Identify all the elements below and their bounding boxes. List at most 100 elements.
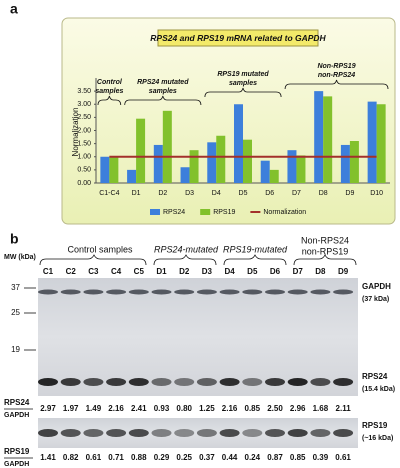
bar xyxy=(269,169,279,183)
band-rps19 xyxy=(174,429,195,437)
annotation-brace xyxy=(284,79,389,90)
bar xyxy=(180,167,190,183)
lane-label: D5 xyxy=(247,267,258,276)
band-gapdh xyxy=(333,289,354,295)
ratio-value: 0.85 xyxy=(245,404,261,413)
bar xyxy=(162,110,172,183)
ratio-value: 0.61 xyxy=(86,453,102,462)
band-rps19 xyxy=(265,429,285,437)
bar xyxy=(376,104,386,183)
y-tick-label: 3.50 xyxy=(77,88,91,95)
protein-label: RPS19 xyxy=(362,421,388,430)
band-rps24 xyxy=(265,378,285,386)
lane-label: C3 xyxy=(88,267,99,276)
band-rps19 xyxy=(287,429,308,437)
protein-label: GAPDH xyxy=(362,282,391,291)
group-label: RPS24-mutated xyxy=(154,244,219,254)
lane-label: D2 xyxy=(179,267,190,276)
ratio-value: 2.16 xyxy=(222,404,238,413)
ratio-value: 2.50 xyxy=(267,404,283,413)
x-tick-label: D6 xyxy=(265,190,274,197)
ratio-denominator: GAPDH xyxy=(4,461,29,468)
lane-label: D6 xyxy=(270,267,281,276)
lane-label: D4 xyxy=(224,267,235,276)
x-tick-label: D7 xyxy=(292,190,301,197)
mw-marker: 37 xyxy=(11,283,20,292)
ratio-value: 2.11 xyxy=(336,404,352,413)
band-gapdh xyxy=(196,289,217,295)
mw-label: MW (kDa) xyxy=(4,254,36,261)
x-tick-label: D10 xyxy=(370,190,383,197)
ratio-value: 0.85 xyxy=(290,453,306,462)
band-rps24 xyxy=(196,378,217,386)
band-rps19 xyxy=(242,429,263,437)
protein-label: RPS24 xyxy=(362,372,388,381)
band-gapdh xyxy=(60,289,81,295)
band-rps24 xyxy=(242,378,263,386)
protein-size: (~16 kDa) xyxy=(362,435,393,442)
ratio-value: 0.93 xyxy=(154,404,170,413)
ratio-value: 0.44 xyxy=(222,453,238,462)
bar xyxy=(216,135,226,183)
y-tick-label: 1.00 xyxy=(77,154,91,161)
band-rps19 xyxy=(196,429,217,437)
x-tick-label: C1-C4 xyxy=(99,190,119,197)
bar xyxy=(109,156,119,183)
bar xyxy=(127,169,137,183)
band-rps24 xyxy=(38,378,58,386)
lane-label: D9 xyxy=(338,267,349,276)
ratio-value: 2.96 xyxy=(290,404,306,413)
annotation-brace xyxy=(204,87,282,98)
title-box xyxy=(157,29,319,47)
band-rps24 xyxy=(219,378,240,386)
ratio-value: 0.80 xyxy=(176,404,192,413)
bar xyxy=(153,144,163,183)
annotation: Control xyxy=(97,79,123,86)
legend-swatch xyxy=(150,209,160,215)
annotation: RPS19 mutated xyxy=(217,71,269,78)
group-label: Non-RPS24 xyxy=(301,235,349,245)
mw-marker: 19 xyxy=(11,345,20,354)
band-rps24 xyxy=(83,378,104,386)
band-rps24 xyxy=(174,378,195,386)
ratio-value: 1.68 xyxy=(313,404,329,413)
bar xyxy=(100,156,110,183)
ratio-value: 0.37 xyxy=(199,453,215,462)
band-gapdh xyxy=(128,289,149,295)
band-rps19 xyxy=(83,429,104,437)
band-gapdh xyxy=(174,289,195,295)
mw-markers: 37 25 19 xyxy=(11,283,36,354)
protein-size: (37 kDa) xyxy=(362,296,389,303)
band-gapdh xyxy=(219,289,240,295)
legend-label: RPS19 xyxy=(213,209,235,216)
x-tick-label: D9 xyxy=(345,190,354,197)
group-label: RPS19-mutated xyxy=(223,244,288,254)
ratio-value: 2.97 xyxy=(40,404,56,413)
group-braces xyxy=(39,254,357,266)
ratio-value: 0.82 xyxy=(63,453,79,462)
band-rps19 xyxy=(106,429,127,437)
annotation-brace xyxy=(97,95,122,106)
annotation: non-RPS24 xyxy=(318,72,355,79)
lane-label: D8 xyxy=(315,267,326,276)
blot-main xyxy=(38,278,358,396)
bar xyxy=(136,118,146,183)
ratio-value: 0.29 xyxy=(154,453,170,462)
chart-title: RPS24 and RPS19 mRNA related to GAPDH xyxy=(150,33,326,43)
x-tick-label: D5 xyxy=(239,190,248,197)
annotation: samples xyxy=(229,80,257,87)
x-tick-label: D3 xyxy=(185,190,194,197)
band-gapdh xyxy=(265,289,285,295)
lane-label: C1 xyxy=(43,267,54,276)
bar xyxy=(260,160,270,183)
band-rps19 xyxy=(151,429,172,437)
y-axis-label: Normalization xyxy=(71,108,80,157)
lane-label: C2 xyxy=(66,267,77,276)
y-tick-label: 1.50 xyxy=(77,140,91,147)
legend-swatch xyxy=(200,209,211,215)
panel-label: b xyxy=(10,231,19,247)
y-tick-label: 2.00 xyxy=(77,127,91,134)
bar xyxy=(296,155,306,183)
band-rps24 xyxy=(333,378,354,386)
